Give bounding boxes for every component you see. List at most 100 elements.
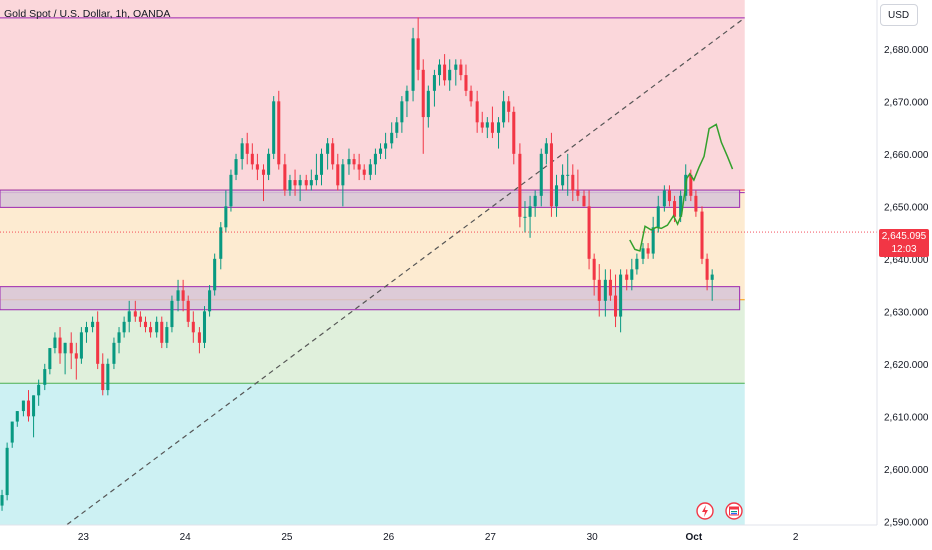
candle-body [170, 300, 174, 328]
candle-body [101, 363, 105, 391]
candle-body [454, 64, 458, 70]
candle-body [53, 337, 57, 349]
candle-body [143, 321, 148, 328]
candle-body [667, 190, 671, 202]
candle-body [416, 38, 420, 70]
candle-body [523, 216, 527, 218]
candle-body [630, 269, 634, 280]
candle-body [390, 132, 394, 144]
supply-demand-box-0 [0, 189, 741, 208]
y-tick-label: 2,660.000 [884, 150, 929, 161]
last-price-label: 2,645.095 12:03 [879, 229, 929, 257]
candle-body [32, 395, 36, 417]
candle-body [341, 164, 345, 186]
candle-body [485, 122, 489, 128]
candle-body [79, 332, 83, 359]
candle-body [58, 337, 62, 354]
x-tick-label: Oct [686, 532, 703, 543]
projection-path [629, 123, 734, 252]
candle-body [261, 169, 266, 175]
candle-body [15, 411, 19, 422]
candle-body [576, 190, 580, 196]
candle-body [21, 400, 25, 412]
candle-body [582, 195, 586, 207]
candle-body [304, 180, 308, 186]
x-tick-label: 30 [587, 532, 599, 543]
candle-body [651, 227, 655, 254]
candle-body [186, 300, 190, 322]
candle-body [619, 274, 623, 317]
candle-body [122, 321, 126, 333]
candle-body [283, 164, 287, 191]
lightning-icon[interactable] [696, 502, 714, 520]
candle-body [240, 143, 244, 160]
candle-body [326, 143, 330, 154]
candle-body [202, 311, 207, 343]
y-tick-label: 2,630.000 [884, 307, 929, 318]
y-tick-label: 2,680.000 [884, 45, 929, 56]
y-tick-label: 2,640.000 [884, 255, 929, 266]
candle-body [448, 69, 452, 81]
candle-body [405, 90, 409, 102]
candle-body [208, 290, 212, 312]
candle-body [10, 421, 14, 443]
candle-body [5, 447, 9, 496]
candle-body [554, 185, 559, 207]
last-price-value: 2,645.095 [881, 231, 927, 242]
candle-body [336, 164, 340, 186]
candle-body [74, 353, 78, 359]
candle-body [43, 369, 47, 385]
candle-body [502, 101, 506, 123]
candle-body [437, 64, 442, 76]
candle-body [84, 327, 89, 333]
candle-body [272, 101, 276, 154]
candle-body [592, 258, 596, 280]
candle-body [443, 64, 447, 81]
x-tick-label: 23 [78, 532, 90, 543]
zone-bottom [0, 383, 745, 525]
candle-body [298, 180, 302, 186]
currency-selector[interactable]: USD [880, 4, 918, 26]
candle-body [614, 295, 618, 317]
candle-body [309, 180, 313, 186]
candle-body [587, 206, 591, 259]
y-tick-label: 2,610.000 [884, 412, 929, 423]
candle-body [710, 274, 714, 280]
candle-body [544, 143, 548, 154]
candle-body [112, 342, 116, 364]
candle-body [245, 143, 249, 154]
candle-body [512, 111, 516, 154]
candle-body [213, 258, 217, 291]
candle-body [464, 75, 468, 91]
candle-body [197, 332, 201, 343]
candle-body [469, 90, 473, 102]
candle-body [224, 206, 228, 228]
candle-body [26, 400, 31, 417]
candle-body [314, 174, 318, 181]
candle-body [362, 169, 366, 175]
candle-body [384, 143, 388, 149]
candle-body [395, 122, 399, 133]
candle-body [160, 321, 164, 343]
candle-body [705, 258, 709, 280]
candle-body [533, 195, 537, 207]
y-tick-label: 2,650.000 [884, 202, 929, 213]
calendar-flag-icon[interactable] [725, 502, 743, 520]
candle-body [91, 321, 95, 328]
candle-body [426, 90, 430, 118]
candle-body [518, 153, 522, 217]
candle-body [0, 495, 4, 506]
candle-body [421, 69, 425, 118]
candle-body [597, 279, 601, 301]
candle-body [106, 363, 110, 391]
candle-body [378, 148, 383, 154]
candle-body [176, 290, 180, 301]
zone-low [0, 299, 745, 384]
candle-body [138, 316, 142, 322]
candle-body [219, 227, 223, 259]
candle-body [293, 180, 297, 186]
candle-body [641, 248, 645, 259]
bar-countdown: 12:03 [891, 244, 917, 255]
candle-body [155, 321, 159, 333]
